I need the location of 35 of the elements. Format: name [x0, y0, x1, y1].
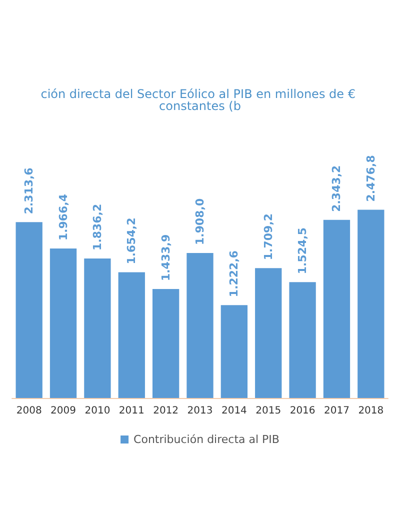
bar [255, 268, 282, 398]
data-label: 1.709,2 [262, 213, 275, 260]
data-label: 1.433,9 [159, 234, 172, 282]
data-label: 1.908,0 [194, 198, 206, 245]
x-tick-label: 2011 [118, 406, 144, 416]
data-label: 1.524,5 [296, 227, 310, 274]
bar [50, 248, 77, 398]
x-tick-label: 2014 [221, 406, 247, 416]
bar [220, 305, 248, 398]
bar [323, 220, 350, 398]
chart-title: ción directa del Sector Eólico al PIB en millones de € constantes (b [40, 87, 360, 113]
bar [84, 258, 111, 398]
x-tick-label: 2009 [50, 406, 76, 416]
bar [152, 289, 180, 398]
data-label: 1.836,2 [90, 204, 104, 250]
data-label: 1.654,2 [125, 218, 138, 264]
data-label: 1.222,6 [228, 250, 241, 298]
bar [289, 282, 316, 398]
x-tick-label: 2008 [16, 406, 42, 416]
bar [16, 222, 42, 398]
x-tick-label: 2012 [153, 406, 179, 416]
x-tick-label: 2017 [324, 406, 350, 416]
data-label: 2.476,8 [364, 155, 378, 202]
bar [118, 272, 145, 398]
bar [186, 252, 214, 398]
x-tick-label: 2015 [256, 406, 282, 416]
data-label: 1.966,4 [56, 194, 70, 241]
x-tick-label: 2018 [358, 406, 384, 416]
data-label: 2.313,6 [22, 167, 36, 214]
bar [358, 210, 384, 398]
data-label: 2.343,2 [330, 165, 344, 212]
x-tick-label: 2016 [290, 406, 316, 416]
x-tick-label: 2013 [187, 406, 213, 416]
legend-label: Contribución directa al PIB [134, 433, 280, 446]
x-tick-label: 2010 [84, 406, 110, 416]
